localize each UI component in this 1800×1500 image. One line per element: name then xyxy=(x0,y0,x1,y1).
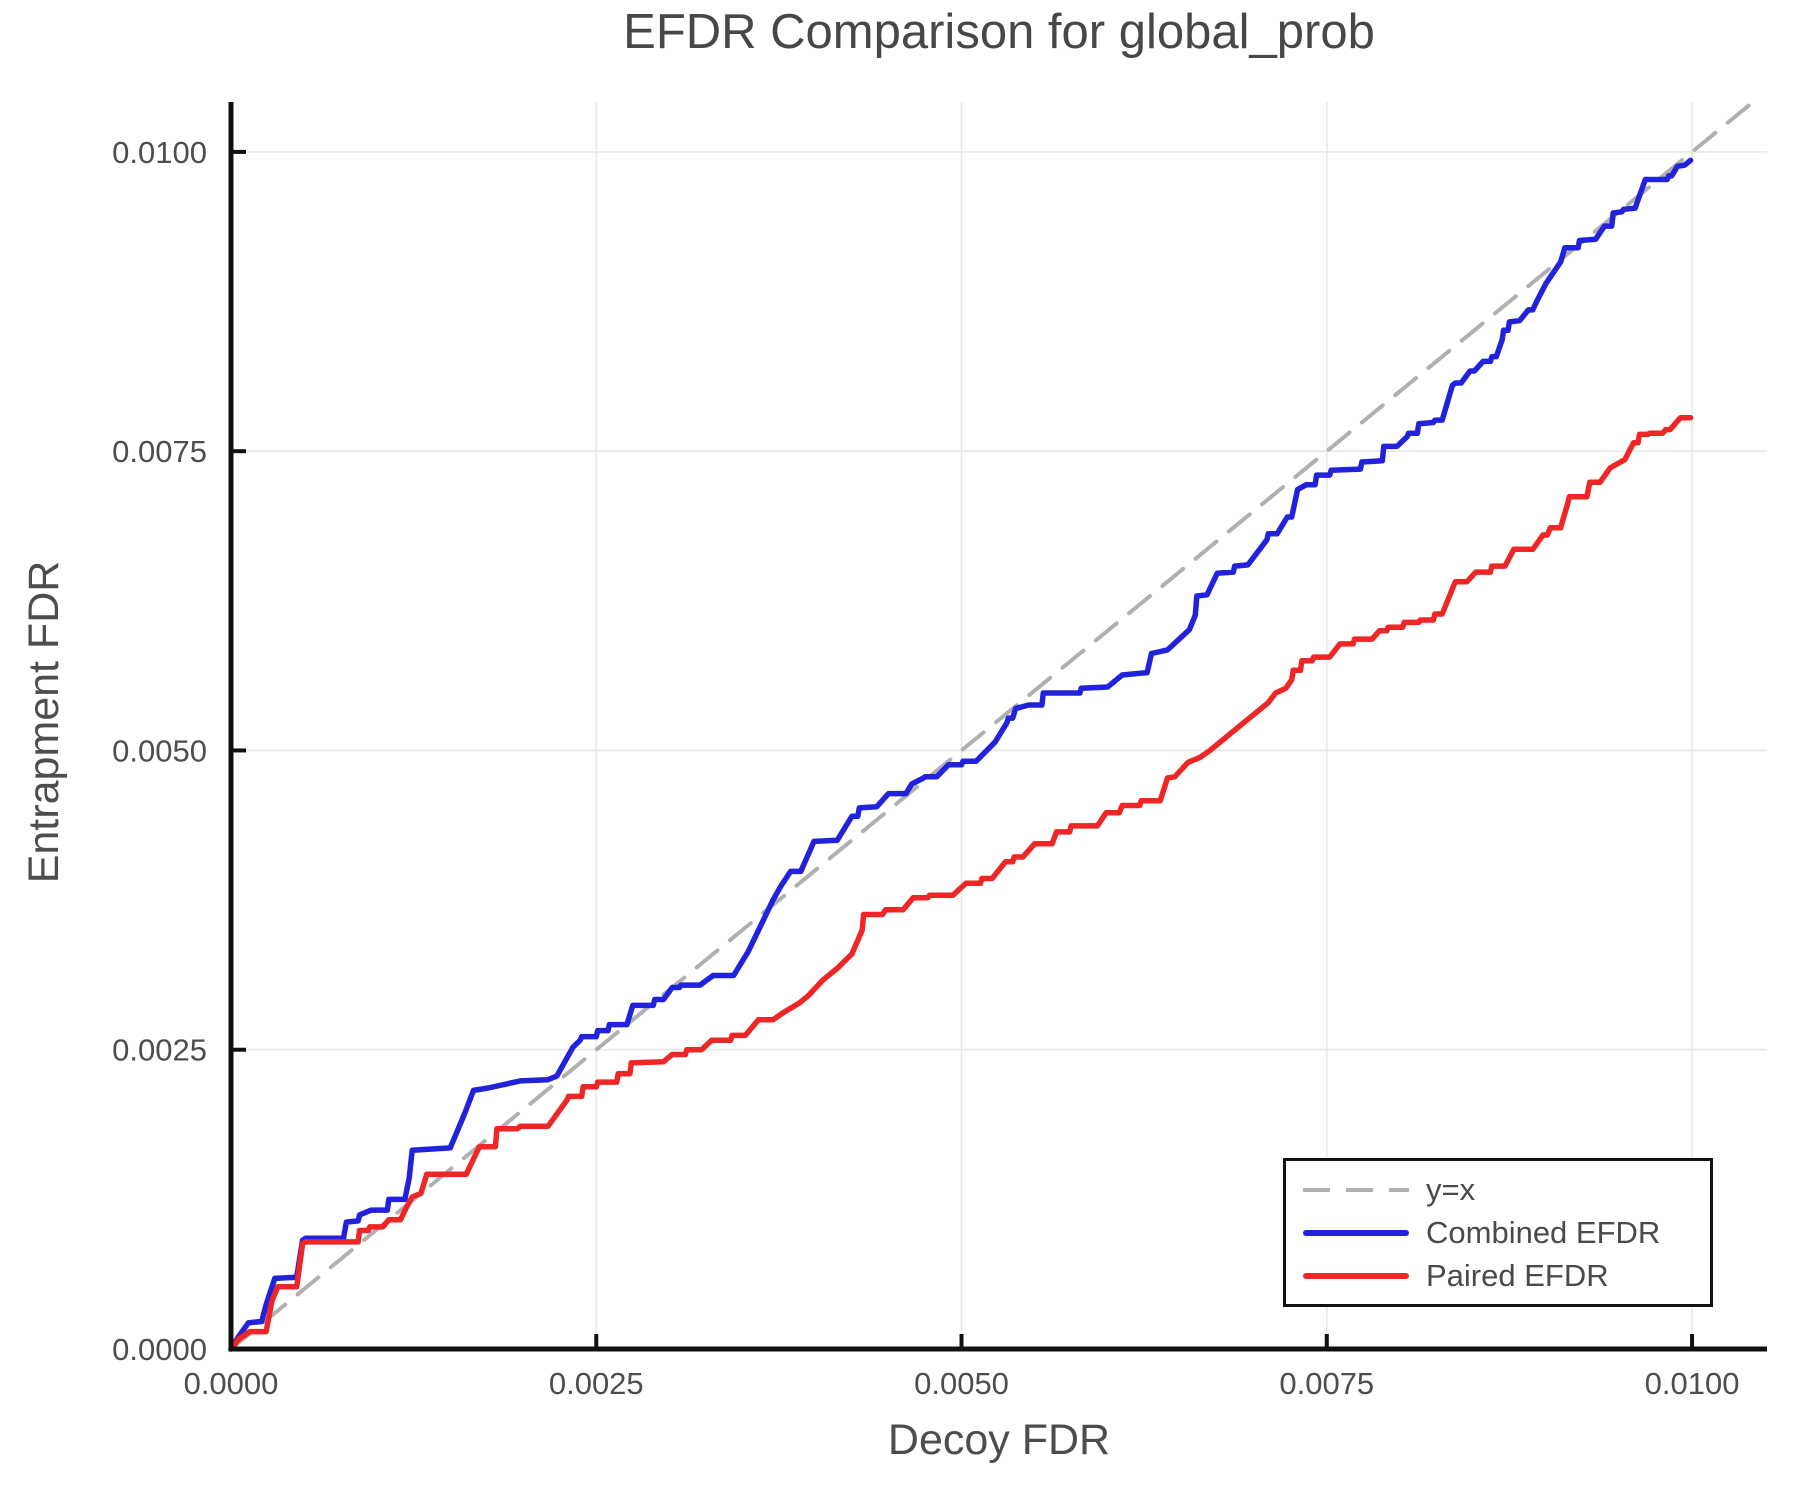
x-tick-label: 0.0100 xyxy=(1645,1366,1740,1401)
legend-label: y=x xyxy=(1426,1172,1476,1207)
paired-efdr-line xyxy=(228,414,1694,1352)
y-tick-label: 0.0000 xyxy=(112,1332,207,1367)
tick-labels: 0.0000 0.0025 0.0050 0.0075 0.0100 0.0000 0.00… xyxy=(112,135,1739,1401)
y-tick-label: 0.0100 xyxy=(112,135,207,170)
legend-label: Paired EFDR xyxy=(1426,1258,1609,1293)
identity-line xyxy=(229,100,1755,1351)
x-axis-title: Decoy FDR xyxy=(887,1416,1111,1464)
combined-efdr-swatch xyxy=(1303,1229,1409,1236)
x-tick-label: 0.0025 xyxy=(549,1366,644,1401)
x-tick-label: 0.0050 xyxy=(914,1366,1009,1401)
identity-line-swatch xyxy=(1303,1187,1409,1192)
y-tick-label: 0.0025 xyxy=(112,1033,207,1068)
y-tick-label: 0.0050 xyxy=(112,733,207,768)
legend: y=x Combined EFDR Paired EFDR xyxy=(1283,1158,1713,1307)
axis-spines xyxy=(228,102,1767,1352)
x-tick-label: 0.0000 xyxy=(184,1366,279,1401)
gridlines xyxy=(231,102,1767,1349)
y-tick-label: 0.0075 xyxy=(112,434,207,469)
combined-efdr-line xyxy=(228,157,1694,1352)
identity-line-group xyxy=(229,100,1755,1351)
data-series-group xyxy=(228,157,1694,1352)
paired-efdr-swatch xyxy=(1303,1272,1409,1279)
x-tick-label: 0.0075 xyxy=(1279,1366,1374,1401)
chart-title: EFDR Comparison for global_prob xyxy=(623,5,1375,59)
legend-item-identity: y=x xyxy=(1303,1171,1710,1208)
legend-item-combined-efdr: Combined EFDR xyxy=(1303,1214,1710,1251)
legend-label: Combined EFDR xyxy=(1426,1215,1661,1250)
legend-item-paired-efdr: Paired EFDR xyxy=(1303,1257,1710,1294)
tick-marks xyxy=(229,149,1695,1351)
